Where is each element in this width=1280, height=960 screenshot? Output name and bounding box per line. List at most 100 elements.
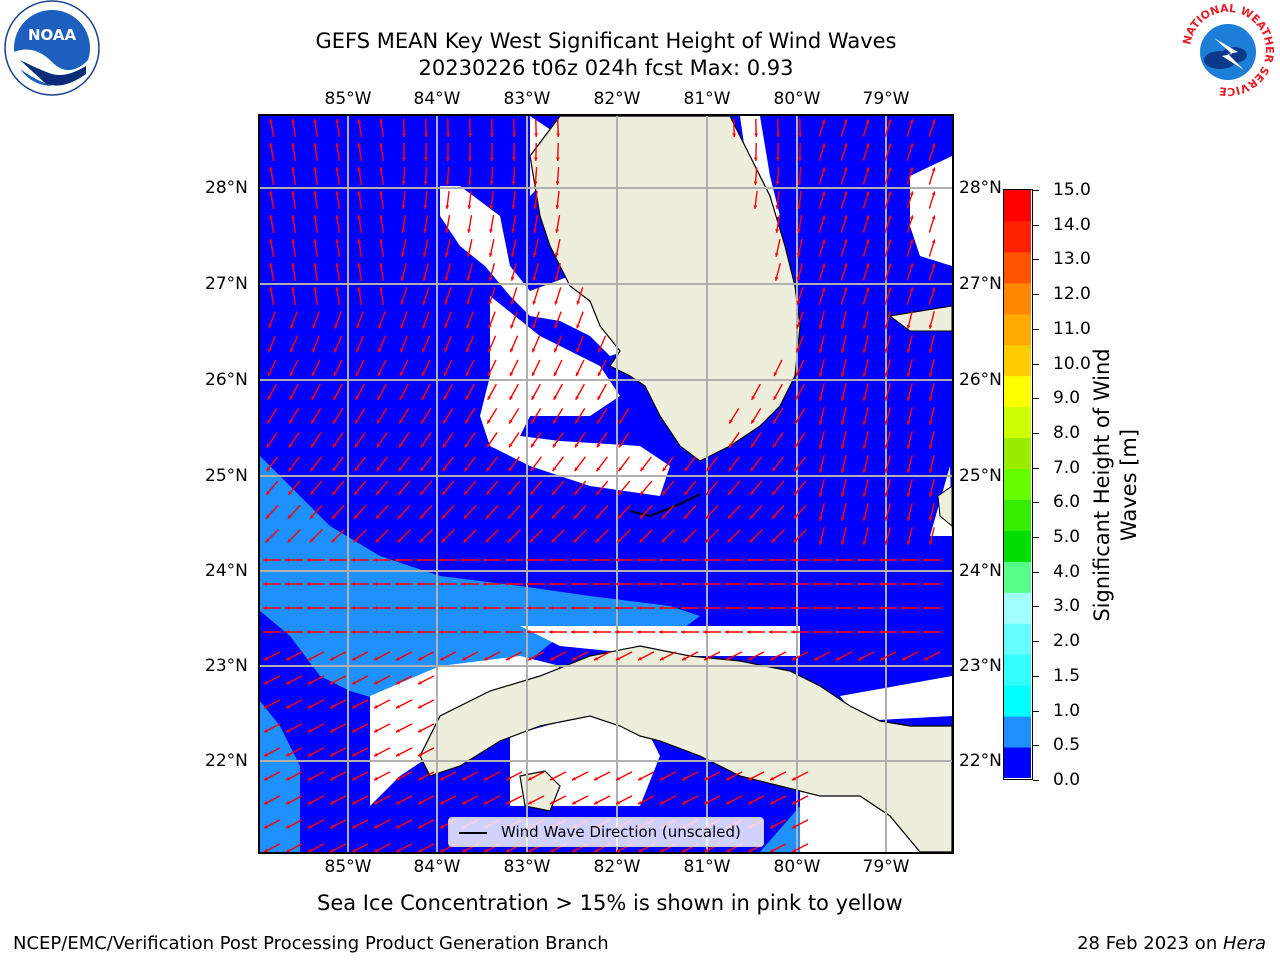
wind-wave-arrowhead [332,490,336,495]
wind-wave-arrowhead [269,191,274,195]
wind-wave-arrowhead [775,157,780,161]
wind-wave-arrowhead [421,419,425,424]
wind-wave-arrowhead [439,776,444,781]
wind-wave-arrowhead [395,630,399,634]
wind-wave-arrowhead [593,582,597,586]
wind-wave-arrowhead [417,558,421,562]
wind-wave-arrowhead [488,324,492,329]
wind-wave-arrowhead [263,824,268,829]
wind-wave-arrowhead [335,239,340,243]
wind-wave-arrowhead [576,348,580,353]
wind-wave-arrowhead [797,157,802,161]
wind-wave-arrowhead [901,606,905,610]
wind-wave-arrowhead [813,630,817,634]
colorbar-level-label: 1.5 [1053,665,1081,686]
wind-wave-arrowhead [395,800,400,805]
wind-wave-arrowhead [725,776,730,781]
wind-wave-arrowhead [269,143,274,147]
wind-wave-arrowhead [857,606,861,610]
wind-wave-arrowhead [266,490,270,495]
wind-wave-arrowhead [445,205,450,209]
wind-wave-arrowhead [313,215,318,219]
colorbar-band [1004,499,1031,531]
wind-wave-arrowhead [597,419,601,424]
wind-wave-arrowhead [395,582,399,586]
wind-wave-arrowhead [484,848,488,852]
wind-wave-arrowhead [703,582,707,586]
wind-wave-arrowhead [379,191,384,195]
wind-wave-arrowhead [419,538,424,543]
wind-wave-arrowhead [575,419,579,424]
map-svg [260,116,952,852]
wind-wave-arrowhead [769,824,774,829]
wind-wave-arrowhead [725,630,729,634]
wind-wave-arrowhead [527,630,531,634]
wind-wave-arrowhead [444,324,448,329]
wind-wave-arrowhead [840,516,845,521]
wind-wave-arrowhead [769,630,773,634]
wind-wave-arrowhead [573,514,578,519]
wind-wave-arrowhead [461,656,466,661]
wind-wave-arrowhead [681,558,685,562]
colorbar-level-label: 8.0 [1053,422,1081,443]
wind-wave-arrowhead [417,728,422,733]
wind-wave-arrowhead [357,167,362,171]
wind-wave-arrowhead [379,239,384,243]
colorbar-level-label: 15.0 [1053,180,1091,200]
wind-wave-arrowhead [398,490,402,495]
lat-label-right: 27°N [959,274,1002,294]
wind-wave-arrowhead [794,490,798,495]
wind-wave-arrowhead [637,582,641,586]
wind-wave-arrowhead [928,444,933,449]
wind-wave-arrowhead [792,848,796,852]
wind-wave-arrowhead [906,372,911,377]
colorbar-tick [1033,190,1039,191]
wind-wave-arrowhead [556,133,561,137]
wind-wave-arrowhead [821,263,826,268]
wind-wave-arrowhead [291,239,296,243]
wind-wave-arrowhead [269,287,274,291]
wind-wave-arrowhead [466,252,471,257]
wind-wave-arrowhead [835,630,839,634]
wind-wave-arrowhead [395,680,400,685]
wind-wave-arrowhead [461,776,466,781]
wind-wave-arrowhead [313,143,318,147]
lat-label-left: 27°N [205,274,248,294]
wind-wave-arrowhead [750,443,755,448]
wind-wave-arrowhead [461,558,465,562]
wind-wave-arrowhead [619,419,623,424]
wind-wave-arrowhead [422,300,427,305]
wind-wave-arrowhead [439,558,443,562]
wind-wave-arrowhead [288,443,293,448]
colorbar-tick [1033,641,1039,643]
wind-wave-arrowhead [749,514,754,519]
wind-wave-arrowhead [419,514,424,519]
wind-wave-arrowhead [357,263,362,267]
wind-wave-arrowhead [684,490,688,495]
colorbar-tick [1033,363,1039,365]
wind-wave-arrowhead [395,728,400,733]
wind-wave-arrowhead [887,287,892,292]
wind-wave-arrowhead [931,215,936,220]
wind-wave-arrowhead [791,582,795,586]
wind-wave-arrowhead [835,582,839,586]
wind-wave-arrowhead [505,776,510,781]
footer-date-text: 28 Feb 2023 on [1077,933,1223,954]
wind-wave-arrowhead [597,395,602,400]
wind-wave-arrowhead [509,372,514,377]
wind-wave-arrowhead [662,490,666,495]
wind-wave-arrowhead [703,800,708,805]
wind-wave-arrowhead [399,419,403,424]
wind-wave-arrowhead [725,606,729,610]
wind-wave-arrowhead [617,514,622,519]
wind-wave-arrowhead [505,558,509,562]
wind-wave-arrowhead [268,324,272,329]
wind-wave-arrowhead [747,776,752,781]
wind-wave-arrowhead [351,752,356,757]
wind-wave-arrowhead [879,656,884,661]
wind-wave-arrowhead [373,656,378,661]
wind-wave-arrowhead [681,656,686,661]
wind-wave-arrowhead [821,239,826,244]
wind-wave-arrowhead [840,540,845,545]
legend-line-symbol [459,832,487,834]
